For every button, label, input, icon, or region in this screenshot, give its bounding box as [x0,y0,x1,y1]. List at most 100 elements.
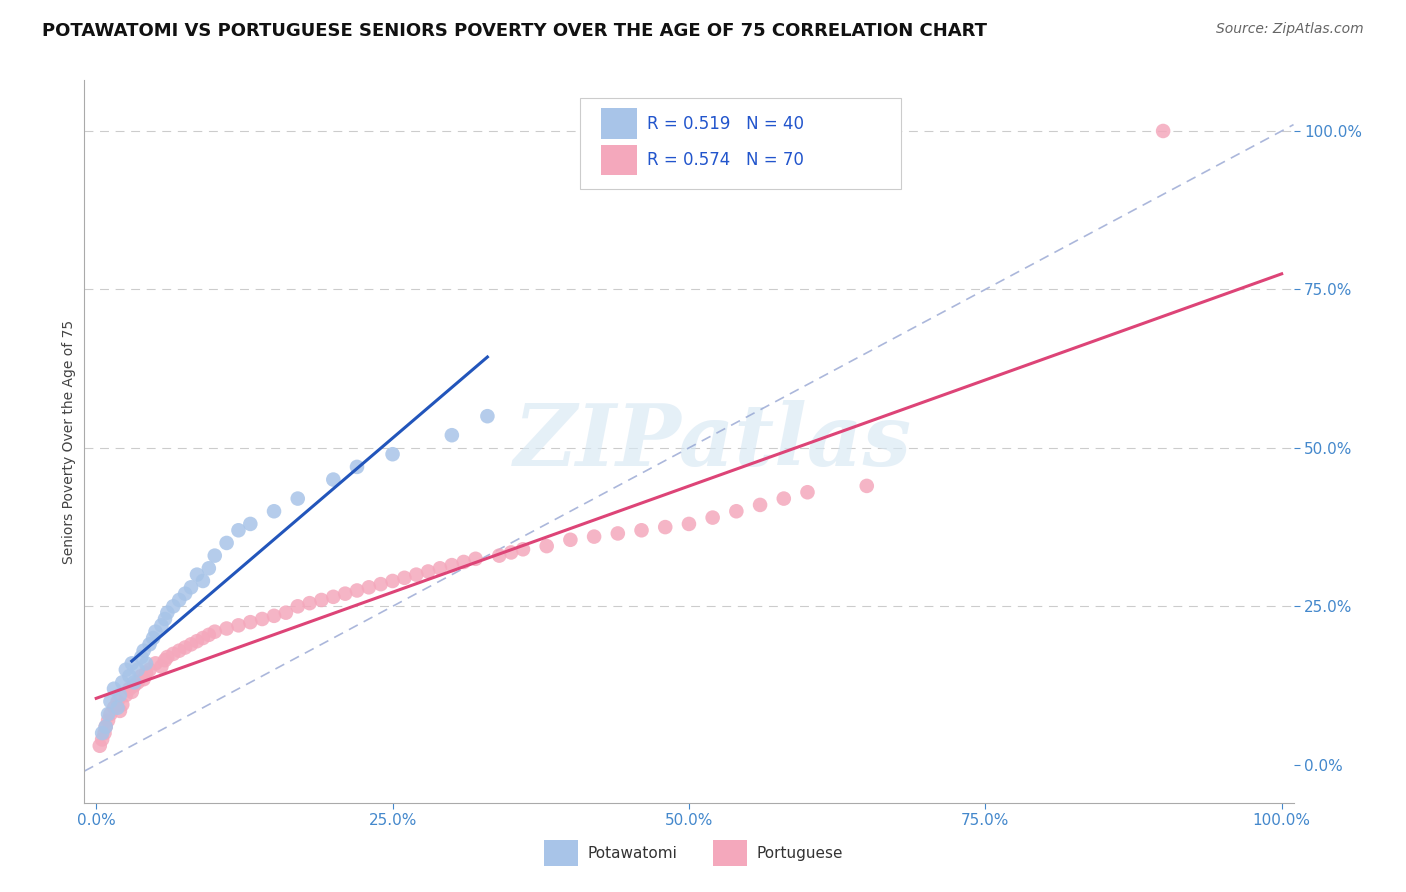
Point [381,574,404,588]
Point [287,599,309,614]
Bar [600,145,637,175]
Point [381,447,404,461]
Point [93,726,115,740]
Point [138,637,160,651]
Point [162,599,184,614]
Point [440,428,463,442]
Point [322,473,344,487]
Point [145,624,167,639]
Point [346,583,368,598]
Point [132,643,155,657]
Point [107,694,129,708]
Point [191,631,214,645]
Point [274,606,297,620]
Point [174,587,197,601]
Text: R = 0.519   N = 40: R = 0.519 N = 40 [647,115,804,133]
Point [121,657,143,671]
Text: Source: ZipAtlas.com: Source: ZipAtlas.com [1216,22,1364,37]
Point [97,714,120,728]
Point [150,618,173,632]
Point [186,634,208,648]
Point [97,707,120,722]
Point [127,663,149,677]
Point [103,700,125,714]
Point [145,657,167,671]
Point [228,618,250,632]
Point [89,739,111,753]
Bar [600,109,637,139]
Point [118,669,141,683]
Point [536,539,558,553]
Point [100,707,122,722]
Point [127,675,149,690]
Bar [544,840,578,866]
Bar [713,840,747,866]
Point [132,672,155,686]
Point [263,608,285,623]
Y-axis label: Seniors Poverty Over the Age of 75: Seniors Poverty Over the Age of 75 [62,319,76,564]
Point [122,679,145,693]
Point [357,580,380,594]
Point [150,659,173,673]
Point [174,640,197,655]
Text: Portuguese: Portuguese [756,846,844,861]
Point [122,675,145,690]
Point [108,704,131,718]
Point [250,612,273,626]
FancyBboxPatch shape [581,98,901,189]
Point [501,545,523,559]
Point [855,479,877,493]
Point [239,516,262,531]
Point [167,593,190,607]
Point [204,549,226,563]
Point [298,596,321,610]
Point [180,580,202,594]
Point [263,504,285,518]
Point [429,561,451,575]
Point [512,542,534,557]
Point [138,663,160,677]
Point [135,657,157,671]
Point [725,504,748,518]
Point [94,720,117,734]
Point [228,523,250,537]
Point [453,555,475,569]
Point [239,615,262,630]
Point [215,622,238,636]
Text: R = 0.574   N = 70: R = 0.574 N = 70 [647,151,803,169]
Point [1152,124,1174,138]
Point [167,643,190,657]
Point [440,558,463,573]
Point [129,650,152,665]
Point [191,574,214,588]
Point [135,665,157,680]
Point [186,567,208,582]
Point [121,685,143,699]
Point [162,647,184,661]
Text: Potawatomi: Potawatomi [588,846,678,861]
Point [118,681,141,696]
Point [103,681,125,696]
Point [198,561,221,575]
Point [94,720,117,734]
Point [418,565,440,579]
Point [215,536,238,550]
Point [405,567,427,582]
Point [772,491,794,506]
Point [129,669,152,683]
Point [153,612,176,626]
Point [560,533,582,547]
Point [156,606,179,620]
Point [630,523,652,537]
Point [115,663,138,677]
Point [322,590,344,604]
Point [464,551,486,566]
Point [606,526,628,541]
Point [156,650,179,665]
Text: POTAWATOMI VS PORTUGUESE SENIORS POVERTY OVER THE AGE OF 75 CORRELATION CHART: POTAWATOMI VS PORTUGUESE SENIORS POVERTY… [42,22,987,40]
Point [142,631,165,645]
Point [91,726,114,740]
Point [180,637,202,651]
Point [749,498,772,512]
Point [333,587,356,601]
